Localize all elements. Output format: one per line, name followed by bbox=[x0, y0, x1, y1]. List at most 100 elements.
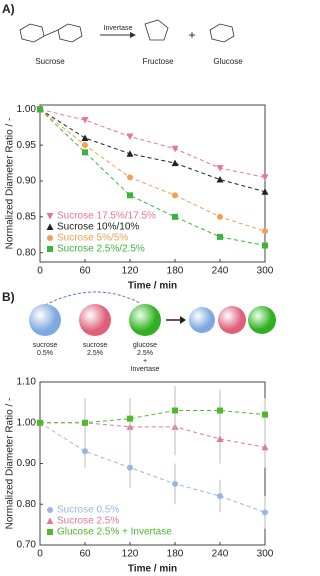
point bbox=[217, 213, 223, 220]
legend-marker bbox=[47, 246, 53, 252]
y-tick-label: 1.00 bbox=[17, 417, 37, 428]
point bbox=[262, 228, 268, 235]
x-axis-label: Time / min bbox=[128, 281, 177, 292]
fit-line bbox=[39, 108, 266, 232]
point bbox=[262, 411, 268, 418]
point bbox=[82, 142, 88, 149]
fit-line bbox=[39, 108, 266, 178]
sphere bbox=[248, 306, 276, 334]
y-tick-label: 0.85 bbox=[17, 211, 37, 222]
point bbox=[81, 134, 89, 141]
label: Glucose bbox=[213, 57, 243, 66]
point bbox=[82, 149, 88, 156]
legend-label: Sucrose 10%/10% bbox=[57, 222, 139, 233]
arrow-head bbox=[130, 32, 136, 38]
point bbox=[172, 480, 178, 487]
point bbox=[216, 165, 224, 172]
y-tick-label: 1.00 bbox=[17, 104, 37, 115]
plot-frame bbox=[39, 104, 266, 263]
x-tick-label: 0 bbox=[37, 266, 43, 277]
point bbox=[127, 464, 133, 471]
point bbox=[172, 213, 178, 220]
y-tick-label: 0.70 bbox=[17, 540, 37, 551]
x-tick-label: 180 bbox=[167, 549, 184, 560]
label: Sucrose bbox=[35, 57, 65, 66]
sphere-label: 2.5% bbox=[87, 350, 103, 357]
sphere bbox=[189, 307, 215, 333]
point bbox=[171, 145, 179, 153]
point bbox=[37, 106, 43, 113]
sphere-label: 0.5% bbox=[37, 350, 53, 357]
y-tick-label: 1.10 bbox=[17, 377, 37, 388]
x-axis-label: Time / min bbox=[128, 564, 177, 575]
point bbox=[217, 407, 223, 414]
legend-label: Glucose 2.5% + Invertase bbox=[57, 527, 172, 538]
sphere-label: sucrose bbox=[33, 342, 58, 349]
point bbox=[172, 192, 178, 199]
legend-marker bbox=[46, 223, 54, 230]
point bbox=[262, 509, 268, 516]
bond bbox=[43, 29, 59, 37]
ring bbox=[144, 19, 169, 41]
y-tick-label: 0.80 bbox=[17, 247, 37, 258]
y-tick-label: 0.95 bbox=[17, 140, 37, 151]
x-tick-label: 60 bbox=[79, 549, 91, 560]
point bbox=[37, 419, 43, 426]
ring bbox=[19, 23, 45, 43]
legend-label: Sucrose 17.5%/17.5% bbox=[57, 211, 156, 222]
ring bbox=[57, 23, 83, 43]
point bbox=[261, 443, 269, 451]
point bbox=[82, 419, 88, 426]
ring bbox=[209, 23, 235, 43]
y-tick-label: 0.80 bbox=[17, 499, 37, 510]
fit-line bbox=[39, 422, 266, 448]
label: Fructose bbox=[142, 57, 174, 66]
sphere bbox=[29, 304, 61, 336]
y-axis-label: Normalized Diameter Ratio / - bbox=[5, 118, 16, 250]
legend-label: Sucrose 0.5% bbox=[57, 505, 119, 516]
x-tick-label: 240 bbox=[212, 266, 229, 277]
point bbox=[217, 493, 223, 500]
x-tick-label: 180 bbox=[167, 266, 184, 277]
point bbox=[216, 176, 224, 183]
point bbox=[126, 133, 134, 141]
fit-line bbox=[39, 410, 266, 424]
sphere bbox=[79, 304, 111, 336]
point bbox=[82, 448, 88, 455]
x-tick-label: 300 bbox=[257, 266, 274, 277]
panel-label: B) bbox=[2, 290, 15, 304]
x-tick-label: 0 bbox=[37, 549, 43, 560]
legend-marker bbox=[47, 235, 53, 241]
label: Invertase bbox=[104, 25, 133, 32]
dashed-arrow bbox=[44, 291, 141, 306]
y-axis-label: Normalized Diameter Ratio / - bbox=[5, 398, 16, 530]
point bbox=[172, 407, 178, 414]
point bbox=[217, 233, 223, 240]
x-tick-label: 60 bbox=[79, 266, 91, 277]
legend-marker bbox=[46, 213, 54, 220]
legend-label: Sucrose 2.5% bbox=[57, 516, 119, 527]
point bbox=[261, 188, 269, 195]
y-tick-label: 0.90 bbox=[17, 458, 37, 469]
sphere bbox=[129, 304, 161, 336]
sphere bbox=[218, 306, 246, 334]
point bbox=[261, 174, 269, 181]
point bbox=[81, 117, 89, 124]
point bbox=[127, 174, 133, 181]
sphere-label: + bbox=[143, 358, 147, 365]
x-tick-label: 240 bbox=[212, 549, 229, 560]
x-tick-label: 120 bbox=[122, 549, 139, 560]
sphere-label: glucose bbox=[133, 342, 157, 349]
label: + bbox=[188, 28, 195, 42]
fit-line bbox=[39, 108, 266, 247]
legend-marker bbox=[47, 529, 53, 535]
legend-marker bbox=[46, 517, 54, 524]
sphere-label: 2.5% bbox=[137, 350, 153, 357]
point bbox=[216, 435, 224, 443]
point bbox=[127, 415, 133, 422]
scheme-a: A) Sucrose Invertase Fructose + Glucose bbox=[2, 2, 243, 66]
fit-line bbox=[39, 108, 266, 193]
x-tick-label: 120 bbox=[122, 266, 139, 277]
x-tick-label: 300 bbox=[257, 549, 274, 560]
point bbox=[126, 150, 134, 157]
